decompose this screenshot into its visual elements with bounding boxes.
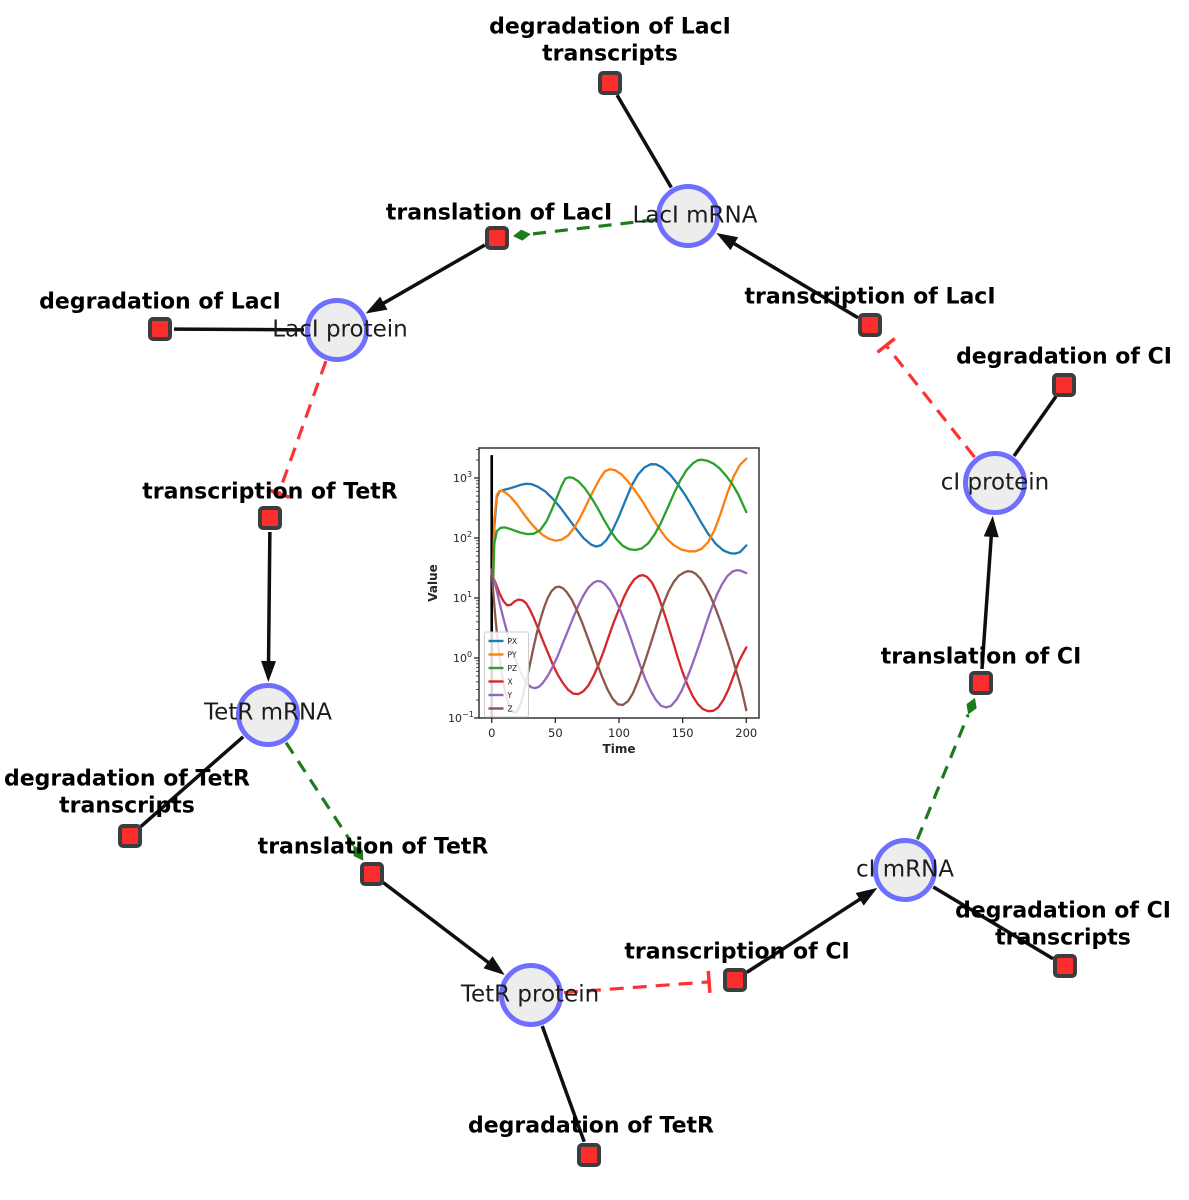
modifier-diamond-icon: [512, 229, 531, 241]
species-node-ci-protein[interactable]: [963, 451, 1027, 515]
species-label-laci-mrna: LacI mRNA: [632, 202, 758, 229]
reaction-node-translation-laci[interactable]: [485, 226, 509, 250]
species-node-laci-protein[interactable]: [305, 298, 369, 362]
species-node-ci-mrna[interactable]: [873, 838, 937, 902]
reaction-label-translation-ci: translation of CI: [880, 644, 1082, 670]
arrowhead-icon: [716, 232, 739, 251]
embedded-chart: 0 50 100 150 200Time10−1100101102103ValuePXP…: [425, 432, 777, 767]
edge-production-translation-tetr-to-tetr-protein: [382, 881, 505, 976]
inhibition-bar-icon: [267, 488, 290, 499]
reaction-label-deg-laci: degradation of LacI: [39, 289, 281, 315]
reaction-node-translation-tetr[interactable]: [360, 862, 384, 886]
reaction-label-deg-tetr-transcripts: degradation of TetR transcripts: [3, 766, 251, 819]
edge-production-transcription-ci-to-ci-mrna: [745, 887, 878, 974]
reaction-label-transcription-laci: transcription of LacI: [744, 284, 996, 310]
reaction-label-deg-ci-transcripts: degradation of CI transcripts: [955, 898, 1171, 951]
chart-series-PZ: [491, 458, 748, 589]
reaction-node-transcription-tetr[interactable]: [258, 506, 282, 530]
reaction-node-transcription-laci[interactable]: [858, 313, 882, 337]
legend-entry-PY: PY: [508, 651, 517, 660]
edge-inhibition-ci-protein-to-transcription-laci: [876, 337, 976, 459]
chart-xlabel: Time: [603, 742, 636, 756]
species-node-laci-mrna[interactable]: [656, 184, 720, 248]
legend-entry-PX: PX: [508, 637, 518, 646]
reaction-node-translation-ci[interactable]: [969, 671, 993, 695]
legend-entry-Z: Z: [508, 705, 513, 714]
chart-x-axis: 0 50 100 150 200: [488, 718, 757, 740]
species-node-tetr-protein[interactable]: [499, 963, 563, 1027]
inhibition-bar-icon: [706, 970, 712, 994]
svg-text:200: 200: [735, 726, 757, 740]
reaction-node-deg-laci-transcripts[interactable]: [598, 71, 622, 95]
edge-modifier-tetr-mrna-to-translation-tetr: [284, 741, 364, 861]
reaction-node-deg-laci[interactable]: [148, 317, 172, 341]
inhibition-bar-icon: [876, 337, 896, 354]
chart-series-PY: [491, 457, 748, 582]
svg-text:50: 50: [548, 726, 563, 740]
reaction-node-deg-tetr[interactable]: [577, 1143, 601, 1167]
edge-inhibition-tetr-protein-to-transcription-ci: [563, 970, 712, 995]
species-label-tetr-mrna: TetR mRNA: [204, 699, 332, 726]
arrowhead-icon: [983, 515, 999, 538]
modifier-diamond-icon: [966, 697, 977, 715]
reaction-label-translation-laci: translation of LacI: [385, 200, 613, 226]
reaction-label-deg-ci: degradation of CI: [956, 344, 1172, 370]
chart-legend: PX PY PZ XYZ: [484, 631, 529, 718]
reaction-label-translation-tetr: translation of TetR: [257, 834, 489, 860]
edge-modifier-ci-mrna-to-translation-ci: [915, 697, 977, 841]
edge-modifier-laci-mrna-to-translation-laci: [512, 218, 656, 241]
svg-text:100: 100: [608, 726, 630, 740]
edge-production-transcription-tetr-to-tetr-mrna: [261, 531, 277, 683]
edge-production-translation-ci-to-ci-protein: [980, 515, 999, 670]
legend-entry-Y: Y: [507, 691, 513, 700]
edge-consumption-tetr-protein-to-deg-tetr: [540, 1025, 586, 1143]
reaction-label-transcription-tetr: transcription of TetR: [142, 479, 398, 505]
edge-consumption-tetr-mrna-to-deg-tetr-transcripts: [139, 735, 245, 829]
reaction-node-deg-ci-transcripts[interactable]: [1053, 954, 1077, 978]
edge-production-translation-laci-to-laci-protein: [365, 243, 486, 314]
species-node-tetr-mrna[interactable]: [236, 683, 300, 747]
edge-consumption-ci-mrna-to-deg-ci-transcripts: [932, 885, 1054, 961]
edge-production-transcription-laci-to-laci-mrna: [716, 232, 859, 320]
arrowhead-icon: [365, 296, 388, 314]
legend-entry-X: X: [508, 678, 513, 687]
edge-consumption-laci-mrna-to-deg-laci-transcripts: [615, 94, 673, 189]
edge-inhibition-laci-protein-to-transcription-tetr: [267, 360, 328, 499]
modifier-diamond-icon: [353, 845, 364, 861]
species-label-laci-protein: LacI protein: [272, 316, 408, 343]
reaction-label-deg-tetr: degradation of TetR: [467, 1113, 715, 1139]
chart-series-PX: [491, 463, 748, 576]
edge-consumption-laci-protein-to-deg-laci: [173, 327, 305, 332]
chart-ylabel: Value: [426, 564, 440, 602]
reaction-node-deg-tetr-transcripts[interactable]: [118, 824, 142, 848]
svg-text:0: 0: [488, 726, 495, 740]
reaction-node-deg-ci[interactable]: [1052, 373, 1076, 397]
species-label-ci-protein: cI protein: [940, 469, 1050, 496]
svg-text:150: 150: [672, 726, 694, 740]
species-label-ci-mrna: cI mRNA: [855, 856, 955, 883]
species-label-tetr-protein: TetR protein: [460, 981, 600, 1008]
edge-consumption-ci-protein-to-deg-ci: [1012, 395, 1058, 458]
legend-entry-PZ: PZ: [508, 664, 518, 673]
reaction-label-deg-laci-transcripts: degradation of LacI transcripts: [489, 14, 731, 67]
chart-series-X: [490, 572, 748, 713]
arrowhead-icon: [483, 956, 505, 976]
arrowhead-icon: [855, 887, 878, 906]
reaction-label-transcription-ci: transcription of CI: [624, 939, 850, 965]
reaction-node-transcription-ci[interactable]: [723, 968, 747, 992]
arrowhead-icon: [261, 660, 277, 683]
